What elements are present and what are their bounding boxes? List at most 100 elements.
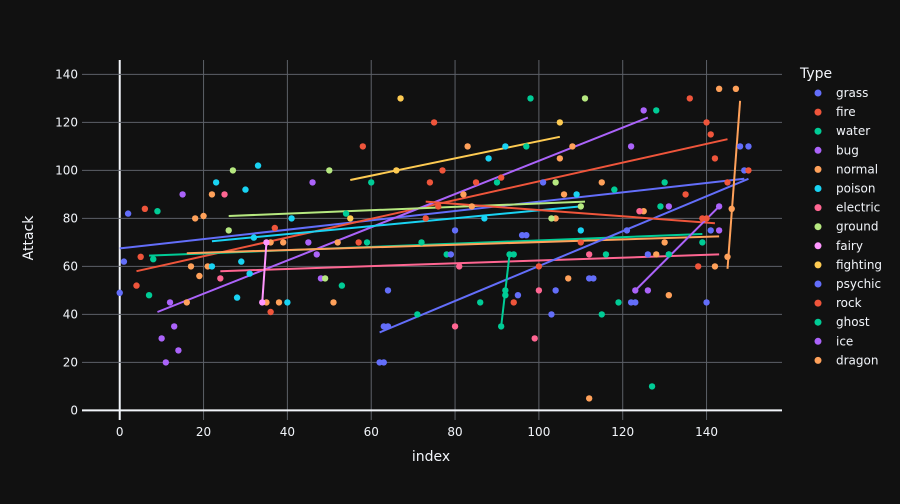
data-point-water [145, 292, 153, 299]
legend-marker-psychic [814, 280, 822, 288]
legend-item-grass[interactable]: grass [814, 86, 869, 100]
legend-marker-ghost [814, 318, 822, 326]
point-layer [116, 85, 752, 402]
trendline-electric [220, 253, 720, 273]
legend-marker-water [814, 127, 822, 135]
data-point-water [414, 311, 421, 318]
legend-item-water[interactable]: water [814, 124, 871, 138]
data-point-electric [531, 335, 538, 342]
legend-item-ghost[interactable]: ghost [814, 315, 870, 329]
legend-label-psychic: psychic [836, 277, 881, 291]
data-point-normal [200, 212, 207, 220]
legend-item-ground[interactable]: ground [814, 220, 879, 234]
legend-label-water: water [836, 124, 870, 138]
data-point-normal [585, 395, 593, 402]
data-point-fire [724, 179, 731, 186]
trendline-fairy [261, 242, 268, 303]
data-point-rock [426, 179, 434, 186]
legend-item-rock[interactable]: rock [814, 296, 862, 310]
data-point-water [665, 251, 673, 258]
x-axis-title: index [412, 449, 450, 465]
legend-label-ground: ground [836, 220, 878, 234]
data-point-ground [548, 215, 555, 222]
data-point-psychic [451, 227, 459, 234]
x-tick-label: 140 [695, 425, 718, 439]
data-point-water [502, 292, 509, 299]
data-point-poison [233, 294, 241, 301]
data-point-electric [585, 251, 593, 258]
y-tick-label: 120 [55, 115, 78, 129]
data-point-rock [711, 155, 719, 162]
data-point-water [699, 239, 706, 246]
trendline-layer [119, 100, 749, 334]
data-point-fire [355, 239, 362, 246]
data-point-fire [682, 191, 689, 198]
data-point-water [338, 282, 346, 289]
x-tick-label: 100 [527, 425, 550, 439]
legend[interactable]: Type grass fire water bug normal poison electr… [799, 66, 882, 367]
data-point-ice [632, 287, 639, 294]
data-point-water [653, 107, 660, 114]
data-point-normal [334, 239, 341, 246]
data-point-electric [456, 263, 463, 270]
legend-label-ghost: ghost [836, 315, 870, 329]
data-point-poison [284, 299, 291, 306]
legend-label-poison: poison [836, 182, 876, 196]
y-tick-label: 100 [55, 163, 78, 177]
legend-item-bug[interactable]: bug [814, 143, 859, 157]
data-point-poison [208, 263, 216, 270]
data-point-grass [707, 227, 714, 234]
data-point-fairy [263, 239, 270, 246]
data-point-rock [430, 119, 438, 126]
legend-label-dragon: dragon [836, 353, 878, 367]
data-point-rock [703, 215, 710, 222]
data-point-psychic [514, 292, 522, 299]
data-point-water [368, 179, 375, 186]
data-point-normal [330, 299, 337, 306]
data-point-bug [640, 107, 647, 114]
data-point-normal [191, 215, 199, 222]
legend-item-fire[interactable]: fire [814, 105, 856, 119]
trendline-psychic [379, 177, 749, 334]
legend-item-electric[interactable]: electric [814, 201, 881, 215]
data-point-fire [472, 179, 480, 186]
data-point-water [661, 179, 668, 186]
legend-item-normal[interactable]: normal [814, 162, 879, 176]
data-point-ground [225, 227, 232, 234]
legend-item-fighting[interactable]: fighting [814, 258, 883, 272]
data-point-ground [552, 179, 559, 186]
data-point-bug [309, 179, 316, 186]
data-point-fire [535, 263, 543, 270]
data-point-fighting [347, 215, 354, 222]
legend-item-fairy[interactable]: fairy [814, 239, 863, 253]
tick-label-layer: 0 20 40 60 80 100 120 140 0 20 40 60 80 100 120 140 [55, 67, 718, 439]
data-point-ice [715, 203, 723, 210]
data-point-normal [468, 203, 476, 210]
data-point-electric [451, 323, 459, 330]
legend-item-dragon[interactable]: dragon [814, 353, 879, 367]
data-point-water [615, 299, 622, 306]
data-point-bug [171, 323, 178, 330]
legend-item-ice[interactable]: ice [814, 334, 854, 348]
legend-marker-fighting [814, 261, 822, 269]
data-point-water [648, 383, 656, 390]
data-point-poison [250, 234, 258, 241]
data-point-poison [573, 191, 580, 198]
data-point-normal [460, 191, 467, 198]
data-point-psychic [380, 359, 387, 366]
data-point-water [598, 311, 605, 318]
legend-label-fighting: fighting [836, 258, 882, 272]
data-point-normal [556, 155, 564, 162]
x-tick-label: 0 [116, 425, 124, 439]
y-tick-label: 40 [63, 307, 78, 321]
legend-item-poison[interactable]: poison [814, 182, 876, 196]
data-point-normal [560, 191, 568, 198]
data-point-normal [208, 191, 216, 198]
legend-item-psychic[interactable]: psychic [814, 277, 882, 291]
data-point-electric [217, 275, 224, 282]
data-point-normal [275, 299, 283, 306]
data-point-poison [212, 179, 220, 186]
data-point-poison [485, 155, 492, 162]
legend-marker-ground [814, 223, 822, 231]
